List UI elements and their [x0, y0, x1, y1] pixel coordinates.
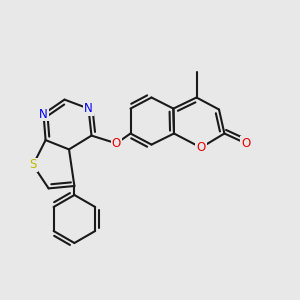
Text: N: N	[84, 102, 93, 115]
Text: O: O	[242, 137, 250, 150]
Text: O: O	[196, 141, 206, 154]
Text: N: N	[39, 107, 48, 121]
Text: S: S	[29, 158, 37, 172]
Text: O: O	[112, 137, 121, 150]
